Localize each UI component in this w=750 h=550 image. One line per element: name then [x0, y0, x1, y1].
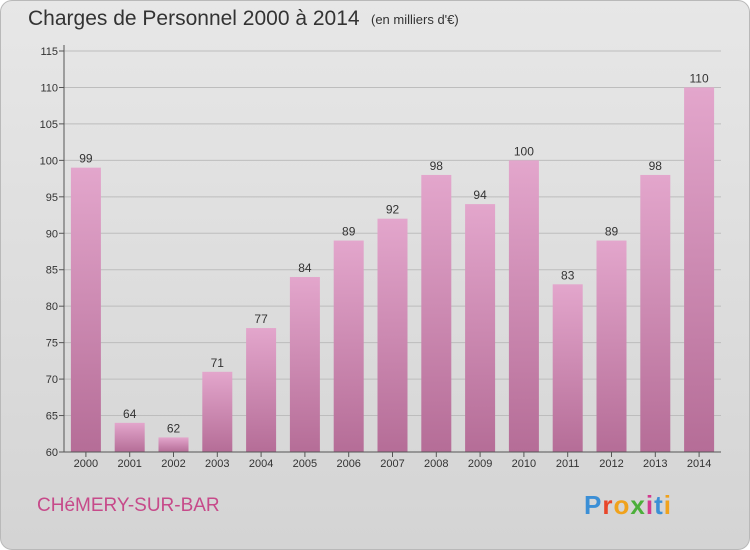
bar: [684, 87, 715, 453]
y-tick-label: 65: [46, 411, 58, 423]
bar: [246, 328, 277, 452]
y-tick-label: 100: [40, 155, 58, 167]
y-tick-label: 75: [46, 338, 58, 350]
data-label: 71: [211, 356, 225, 370]
bar: [114, 422, 145, 452]
x-tick-label: 2008: [424, 458, 448, 470]
bar: [508, 160, 539, 452]
x-tick-label: 2013: [643, 458, 667, 470]
data-label: 100: [514, 144, 534, 158]
data-label: 89: [605, 225, 619, 239]
y-tick-label: 70: [46, 374, 58, 386]
data-label: 110: [690, 71, 709, 85]
data-label: 84: [298, 261, 312, 275]
bars: [70, 87, 715, 453]
x-tick-label: 2012: [599, 458, 623, 470]
x-tick-label: 2005: [293, 458, 317, 470]
bar: [377, 218, 408, 452]
y-tick-label: 80: [46, 301, 58, 313]
data-label: 98: [430, 159, 444, 173]
data-label: 94: [473, 188, 487, 202]
bar: [552, 284, 583, 452]
proxiti-logo[interactable]: Proxiti: [584, 490, 672, 521]
axes: [59, 45, 721, 457]
x-tick-label: 2004: [249, 458, 273, 470]
logo-letter: i: [663, 490, 672, 520]
y-tick-label: 95: [46, 192, 58, 204]
x-tick-label: 2001: [117, 458, 141, 470]
data-label: 64: [123, 407, 137, 421]
bar: [70, 167, 101, 452]
logo-letter: t: [654, 490, 664, 520]
bar: [421, 174, 452, 453]
logo-letter: x: [630, 490, 646, 520]
labels: 60 65 70 75 80 85 90 95 100 105 110 115 99 2000 64 2001…: [40, 46, 712, 470]
bar: [465, 204, 496, 452]
x-tick-label: 2011: [556, 458, 580, 470]
bar: [640, 174, 671, 453]
data-label: 92: [386, 203, 400, 217]
x-tick-label: 2014: [687, 458, 711, 470]
data-label: 83: [561, 268, 575, 282]
x-tick-label: 2009: [468, 458, 492, 470]
x-tick-label: 2007: [380, 458, 404, 470]
bar: [596, 240, 627, 452]
logo-letter: o: [613, 490, 631, 520]
y-tick-label: 105: [40, 119, 58, 131]
data-label: 77: [254, 312, 268, 326]
data-label: 98: [649, 159, 663, 173]
data-label: 62: [167, 421, 181, 435]
data-label: 99: [79, 152, 93, 166]
logo-letter: i: [645, 490, 655, 520]
y-tick-label: 90: [46, 228, 58, 240]
y-tick-label: 110: [40, 82, 58, 94]
data-label: 89: [342, 225, 356, 239]
bar: [158, 437, 189, 452]
logo-letter: P: [584, 490, 603, 520]
bar: [333, 240, 364, 452]
y-tick-label: 85: [46, 265, 58, 277]
y-tick-label: 60: [46, 447, 58, 459]
x-tick-label: 2010: [512, 458, 536, 470]
logo-letter: r: [602, 490, 614, 520]
chart-title: Charges de Personnel 2000 à 2014: [28, 7, 360, 30]
bar: [289, 277, 320, 452]
commune-name: CHéMERY-SUR-BAR: [37, 495, 220, 516]
x-tick-label: 2000: [74, 458, 98, 470]
x-tick-label: 2006: [336, 458, 360, 470]
chart-subtitle: (en milliers d'€): [371, 12, 459, 27]
y-tick-label: 115: [40, 46, 58, 58]
bar: [202, 371, 233, 452]
x-tick-label: 2003: [205, 458, 229, 470]
x-tick-label: 2002: [161, 458, 185, 470]
